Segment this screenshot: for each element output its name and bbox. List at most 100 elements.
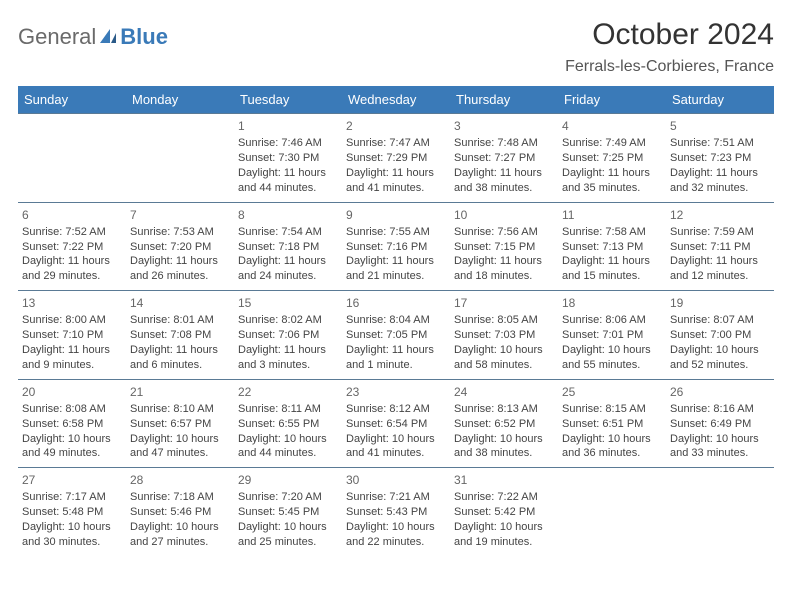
sunset-text: Sunset: 5:45 PM [238, 505, 338, 520]
dl1-text: Daylight: 11 hours [346, 254, 446, 269]
dl2-text: and 30 minutes. [22, 535, 122, 550]
day-number: 24 [454, 384, 554, 400]
sunset-text: Sunset: 7:13 PM [562, 240, 662, 255]
sunrise-text: Sunrise: 7:58 AM [562, 225, 662, 240]
dl1-text: Daylight: 10 hours [454, 432, 554, 447]
dl1-text: Daylight: 10 hours [238, 432, 338, 447]
day-number: 21 [130, 384, 230, 400]
calendar-cell: 28Sunrise: 7:18 AMSunset: 5:46 PMDayligh… [126, 467, 234, 556]
day-number: 13 [22, 295, 122, 311]
dl1-text: Daylight: 11 hours [346, 166, 446, 181]
dl1-text: Daylight: 11 hours [238, 343, 338, 358]
dl1-text: Daylight: 11 hours [562, 166, 662, 181]
day-number: 3 [454, 118, 554, 134]
dl2-text: and 36 minutes. [562, 446, 662, 461]
calendar-cell: 12Sunrise: 7:59 AMSunset: 7:11 PMDayligh… [666, 202, 774, 291]
calendar-cell: 9Sunrise: 7:55 AMSunset: 7:16 PMDaylight… [342, 202, 450, 291]
dl1-text: Daylight: 10 hours [130, 520, 230, 535]
calendar-cell: 13Sunrise: 8:00 AMSunset: 7:10 PMDayligh… [18, 290, 126, 379]
sunset-text: Sunset: 7:10 PM [22, 328, 122, 343]
dl2-text: and 29 minutes. [22, 269, 122, 284]
calendar-cell-blank [18, 113, 126, 202]
dl1-text: Daylight: 10 hours [346, 520, 446, 535]
day-number: 10 [454, 207, 554, 223]
dl1-text: Daylight: 11 hours [22, 343, 122, 358]
calendar-cell: 5Sunrise: 7:51 AMSunset: 7:23 PMDaylight… [666, 113, 774, 202]
dl2-text: and 15 minutes. [562, 269, 662, 284]
dl2-text: and 3 minutes. [238, 358, 338, 373]
dl1-text: Daylight: 11 hours [670, 166, 770, 181]
weekday-header: Tuesday [234, 86, 342, 113]
day-number: 22 [238, 384, 338, 400]
day-number: 30 [346, 472, 446, 488]
dl2-text: and 38 minutes. [454, 181, 554, 196]
dl1-text: Daylight: 10 hours [22, 432, 122, 447]
dl1-text: Daylight: 10 hours [454, 520, 554, 535]
calendar-cell: 3Sunrise: 7:48 AMSunset: 7:27 PMDaylight… [450, 113, 558, 202]
dl2-text: and 41 minutes. [346, 181, 446, 196]
calendar-cell: 19Sunrise: 8:07 AMSunset: 7:00 PMDayligh… [666, 290, 774, 379]
sunrise-text: Sunrise: 8:11 AM [238, 402, 338, 417]
calendar-cell: 1Sunrise: 7:46 AMSunset: 7:30 PMDaylight… [234, 113, 342, 202]
sunrise-text: Sunrise: 7:53 AM [130, 225, 230, 240]
calendar-cell: 25Sunrise: 8:15 AMSunset: 6:51 PMDayligh… [558, 379, 666, 468]
sunset-text: Sunset: 7:08 PM [130, 328, 230, 343]
dl2-text: and 55 minutes. [562, 358, 662, 373]
sunrise-text: Sunrise: 7:52 AM [22, 225, 122, 240]
calendar-cell: 15Sunrise: 8:02 AMSunset: 7:06 PMDayligh… [234, 290, 342, 379]
dl2-text: and 32 minutes. [670, 181, 770, 196]
day-number: 6 [22, 207, 122, 223]
day-number: 2 [346, 118, 446, 134]
weekday-header: Friday [558, 86, 666, 113]
sunrise-text: Sunrise: 7:49 AM [562, 136, 662, 151]
sunrise-text: Sunrise: 7:21 AM [346, 490, 446, 505]
sunrise-text: Sunrise: 8:07 AM [670, 313, 770, 328]
sunrise-text: Sunrise: 7:20 AM [238, 490, 338, 505]
logo-text-blue: Blue [120, 24, 168, 50]
dl1-text: Daylight: 10 hours [562, 343, 662, 358]
sunset-text: Sunset: 7:05 PM [346, 328, 446, 343]
sunset-text: Sunset: 5:48 PM [22, 505, 122, 520]
calendar-cell: 29Sunrise: 7:20 AMSunset: 5:45 PMDayligh… [234, 467, 342, 556]
calendar-cell: 26Sunrise: 8:16 AMSunset: 6:49 PMDayligh… [666, 379, 774, 468]
dl1-text: Daylight: 10 hours [22, 520, 122, 535]
day-number: 25 [562, 384, 662, 400]
day-number: 8 [238, 207, 338, 223]
calendar-cell: 24Sunrise: 8:13 AMSunset: 6:52 PMDayligh… [450, 379, 558, 468]
day-number: 15 [238, 295, 338, 311]
day-number: 4 [562, 118, 662, 134]
sunset-text: Sunset: 7:25 PM [562, 151, 662, 166]
sunrise-text: Sunrise: 8:06 AM [562, 313, 662, 328]
dl1-text: Daylight: 10 hours [670, 343, 770, 358]
location-text: Ferrals-les-Corbieres, France [565, 58, 774, 76]
dl2-text: and 38 minutes. [454, 446, 554, 461]
calendar-cell-blank [666, 467, 774, 556]
weekday-header: Thursday [450, 86, 558, 113]
calendar-cell: 4 Sunrise: 7:49 AMSunset: 7:25 PMDaylight… [558, 113, 666, 202]
day-number: 16 [346, 295, 446, 311]
dl2-text: and 1 minute. [346, 358, 446, 373]
dl1-text: Daylight: 10 hours [670, 432, 770, 447]
logo: General Blue [18, 18, 168, 50]
dl2-text: and 18 minutes. [454, 269, 554, 284]
logo-text-general: General [18, 24, 96, 50]
sunrise-text: Sunrise: 7:54 AM [238, 225, 338, 240]
sunrise-text: Sunrise: 8:16 AM [670, 402, 770, 417]
sunset-text: Sunset: 5:42 PM [454, 505, 554, 520]
sunset-text: Sunset: 7:22 PM [22, 240, 122, 255]
day-number: 26 [670, 384, 770, 400]
day-number: 14 [130, 295, 230, 311]
calendar-cell: 11Sunrise: 7:58 AMSunset: 7:13 PMDayligh… [558, 202, 666, 291]
dl1-text: Daylight: 11 hours [670, 254, 770, 269]
sunrise-text: Sunrise: 8:13 AM [454, 402, 554, 417]
dl1-text: Daylight: 11 hours [238, 166, 338, 181]
calendar-cell-blank [126, 113, 234, 202]
dl1-text: Daylight: 11 hours [130, 254, 230, 269]
dl1-text: Daylight: 11 hours [346, 343, 446, 358]
day-number: 29 [238, 472, 338, 488]
calendar-cell: 22Sunrise: 8:11 AMSunset: 6:55 PMDayligh… [234, 379, 342, 468]
dl2-text: and 12 minutes. [670, 269, 770, 284]
dl2-text: and 24 minutes. [238, 269, 338, 284]
sunrise-text: Sunrise: 8:08 AM [22, 402, 122, 417]
day-number: 12 [670, 207, 770, 223]
